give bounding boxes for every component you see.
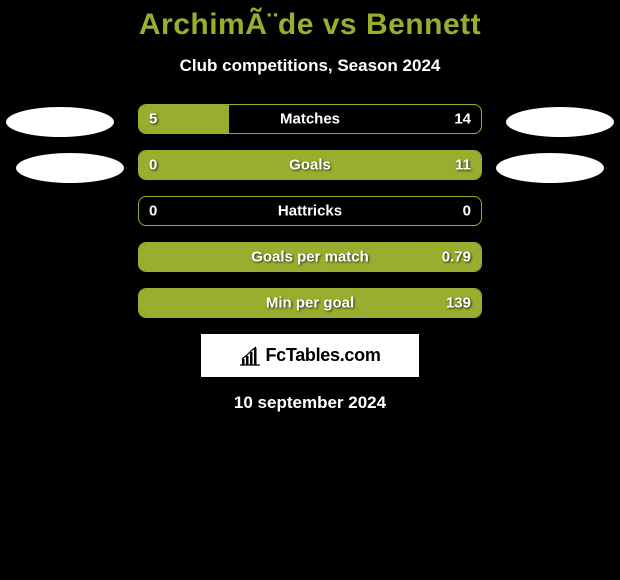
- player-right-photo-2: [496, 153, 604, 183]
- stat-value-left: 0: [149, 157, 157, 174]
- player-left-photo-2: [16, 153, 124, 183]
- subtitle: Club competitions, Season 2024: [0, 56, 620, 76]
- comparison-card: ArchimÃ¨de vs Bennett Club competitions,…: [0, 0, 620, 413]
- stat-value-right: 139: [446, 295, 471, 312]
- stat-label: Min per goal: [266, 295, 354, 312]
- page-title: ArchimÃ¨de vs Bennett: [0, 8, 620, 42]
- stat-label: Goals: [289, 157, 331, 174]
- stat-row-matches: 5 Matches 14: [138, 104, 482, 134]
- stat-value-right: 0.79: [442, 249, 471, 266]
- stat-value-right: 14: [454, 111, 471, 128]
- player-right-photo-1: [506, 107, 614, 137]
- player-left-photo-1: [6, 107, 114, 137]
- stat-row-goals: 0 Goals 11: [138, 150, 482, 180]
- date-text: 10 september 2024: [0, 393, 620, 413]
- stat-row-goals-per-match: Goals per match 0.79: [138, 242, 482, 272]
- stat-label: Matches: [280, 111, 340, 128]
- stat-label: Hattricks: [278, 203, 342, 220]
- logo-text: FcTables.com: [265, 345, 380, 366]
- stat-value-right: 11: [455, 157, 471, 174]
- stat-row-hattricks: 0 Hattricks 0: [138, 196, 482, 226]
- logo-box: FcTables.com: [201, 334, 419, 377]
- stat-value-left: 0: [149, 203, 157, 220]
- stats-rows: 5 Matches 14 0 Goals 11 0 Hattricks 0 Go…: [0, 104, 620, 318]
- stat-value-left: 5: [149, 111, 157, 128]
- stat-row-min-per-goal: Min per goal 139: [138, 288, 482, 318]
- stat-label: Goals per match: [251, 249, 369, 266]
- stat-value-right: 0: [463, 203, 471, 220]
- bar-chart-icon: [239, 346, 261, 366]
